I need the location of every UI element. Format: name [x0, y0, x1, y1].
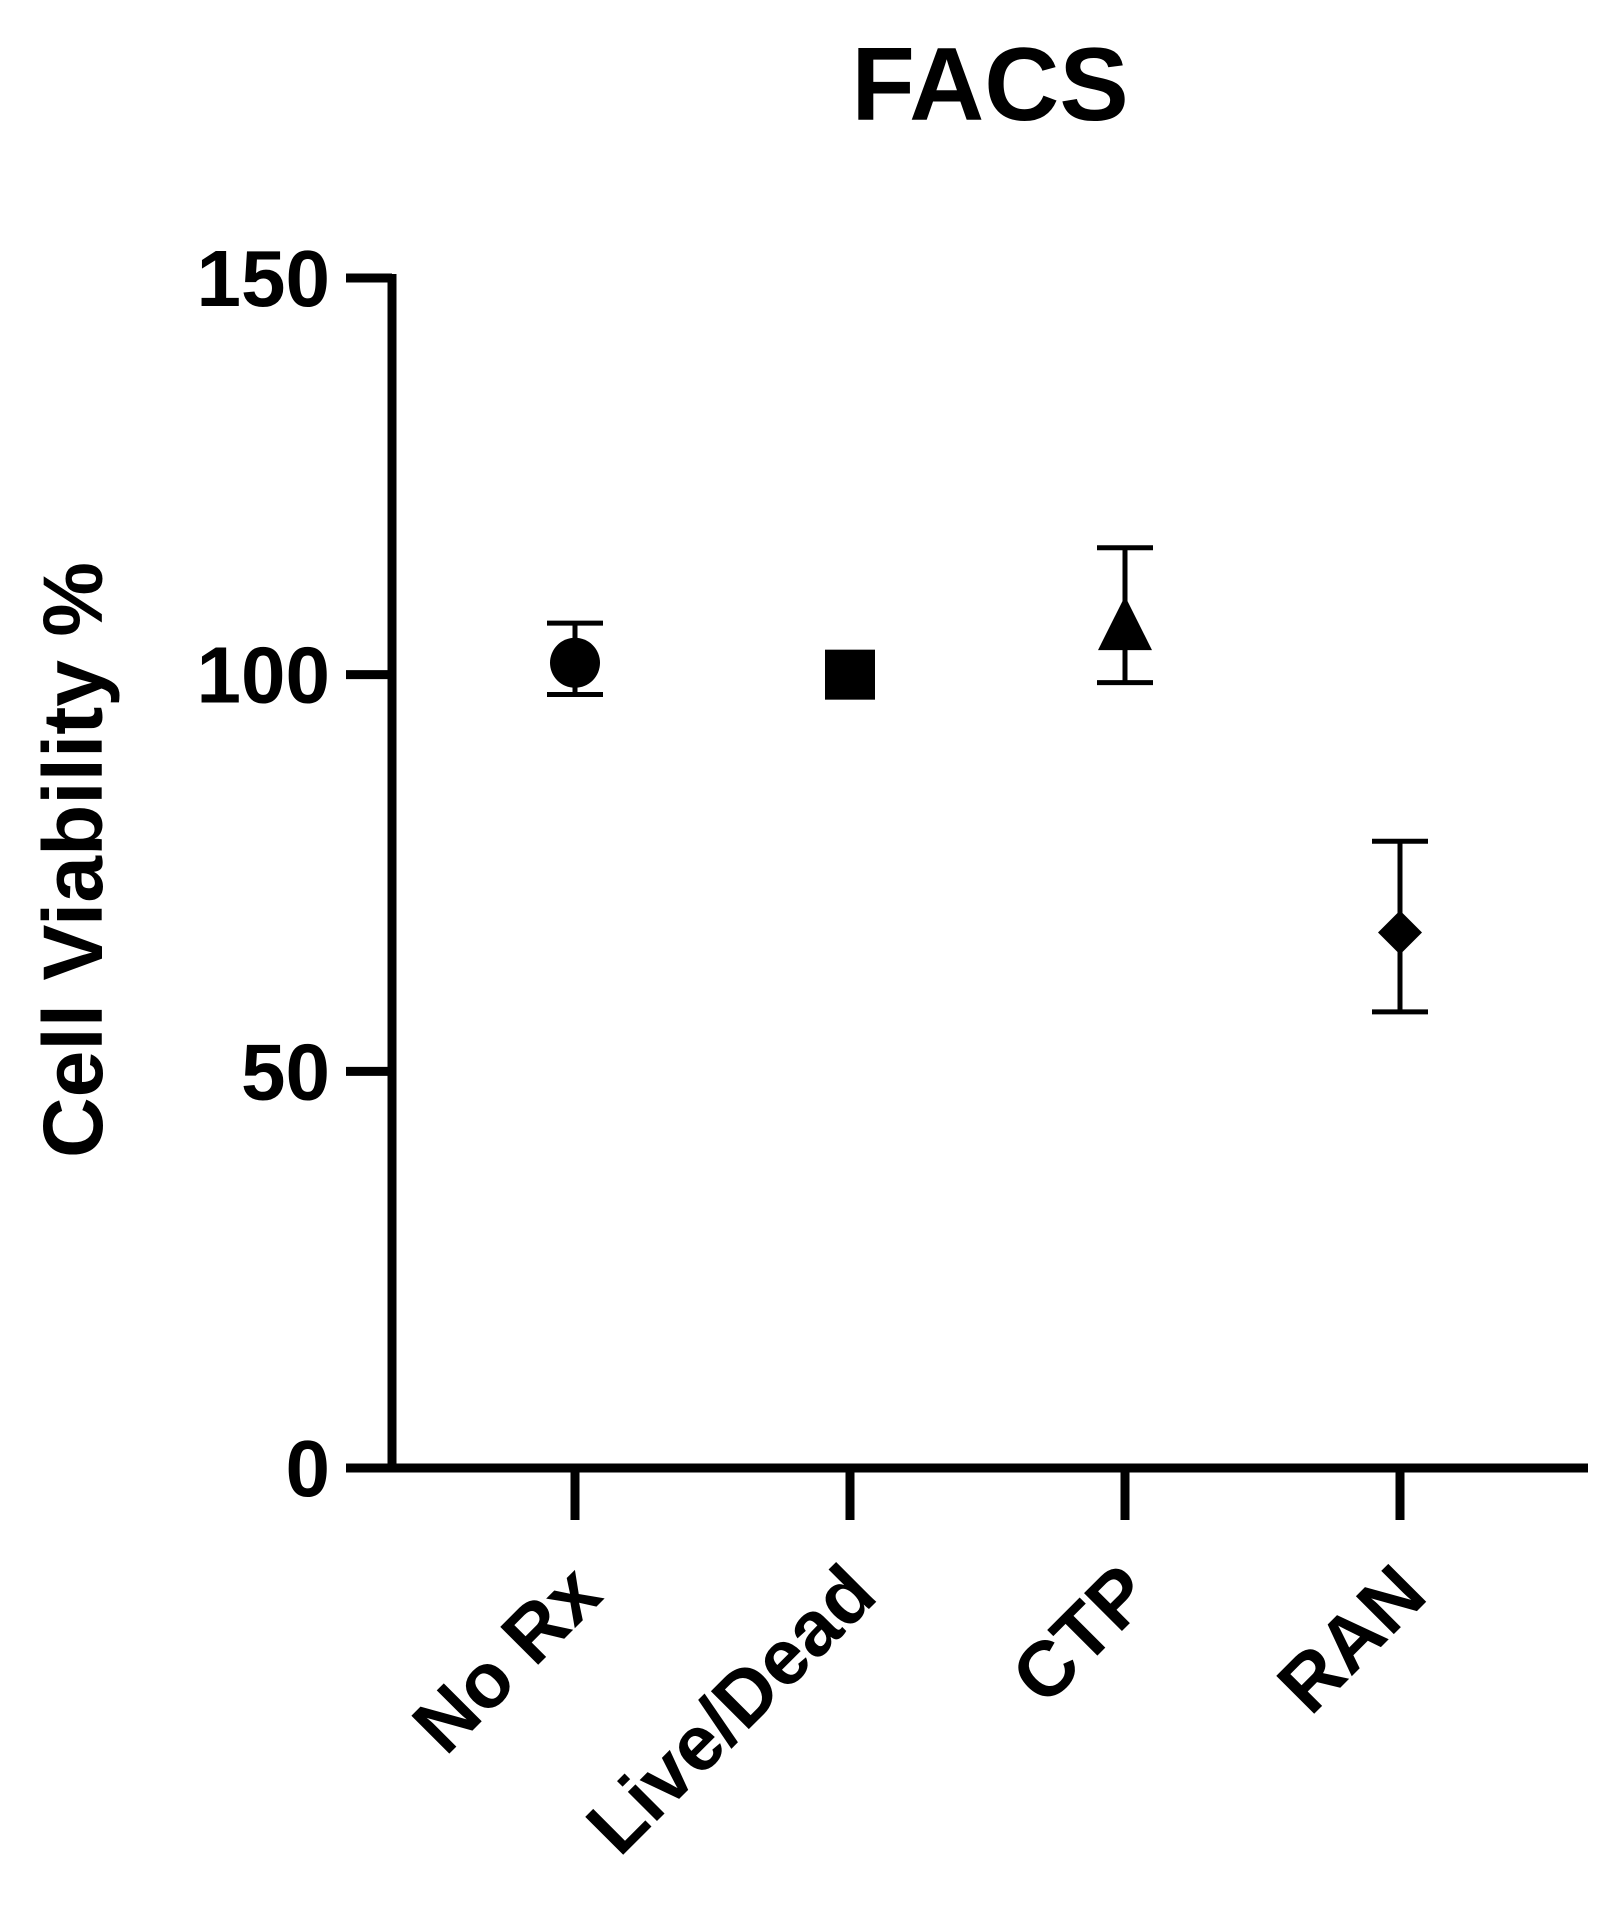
square-marker: [825, 649, 875, 700]
data-point-no-rx: [547, 620, 603, 697]
y-ticks: 0 50 100 150: [197, 234, 392, 1513]
triangle-marker: [1098, 596, 1152, 651]
diamond-marker: [1378, 910, 1422, 955]
axes: [387, 274, 1588, 1473]
x-tick-label: RAN: [1260, 1548, 1442, 1730]
y-axis-label: Cell Viability %: [26, 562, 120, 1158]
x-tick-label: No Rx: [395, 1548, 617, 1770]
x-tick-label: CTP: [994, 1548, 1167, 1721]
data-point-ran: [1372, 838, 1428, 1015]
y-tick-label: 50: [241, 1027, 330, 1116]
y-tick-label: 0: [286, 1424, 331, 1513]
y-tick-label: 150: [197, 234, 330, 323]
data-point-ctp: [1097, 545, 1153, 686]
chart-title: FACS: [851, 27, 1128, 143]
x-tick-label: Live/Dead: [569, 1548, 892, 1871]
circle-marker: [550, 637, 600, 688]
y-tick-label: 100: [197, 631, 330, 720]
data-marks: [547, 545, 1428, 1015]
data-point-live-dead: [825, 649, 875, 700]
